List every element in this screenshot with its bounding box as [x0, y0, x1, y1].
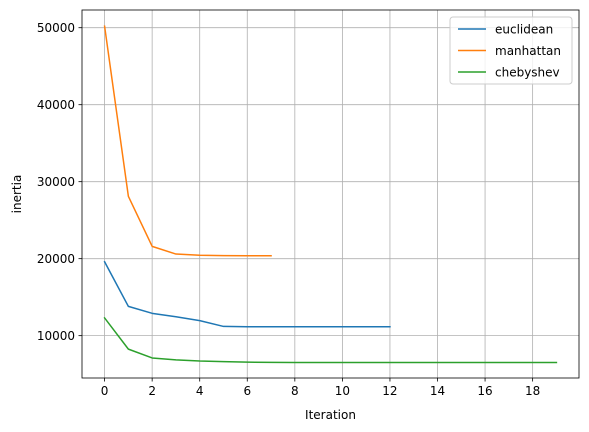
x-tick-label: 6	[243, 384, 251, 398]
y-tick-label: 10000	[37, 329, 75, 343]
legend-label-euclidean: euclidean	[495, 22, 553, 36]
y-axis-label: inertia	[10, 175, 24, 214]
x-tick-label: 16	[477, 384, 492, 398]
series-line-euclidean	[103, 260, 391, 328]
legend-label-manhattan: manhattan	[495, 44, 561, 58]
x-tick-label: 18	[525, 384, 540, 398]
x-axis-ticks: 0 2 4 6 8 10 12 14 16 18	[101, 378, 540, 398]
y-tick-label: 30000	[37, 175, 75, 189]
y-tick-label: 50000	[37, 21, 75, 35]
y-tick-label: 20000	[37, 252, 75, 266]
plot-frame	[81, 9, 580, 379]
y-tick-label: 40000	[37, 98, 75, 112]
grid	[82, 10, 579, 378]
series-line-chebyshev	[103, 316, 558, 364]
legend-frame	[449, 16, 573, 85]
x-tick-label: 14	[430, 384, 445, 398]
series-line-manhattan	[103, 25, 272, 257]
x-tick-label: 2	[148, 384, 156, 398]
x-axis-label: Iteration	[305, 408, 356, 422]
x-tick-label: 8	[291, 384, 299, 398]
x-tick-label: 4	[196, 384, 204, 398]
y-axis-ticks: 10000 20000 30000 40000 50000	[37, 21, 82, 343]
x-tick-label: 12	[382, 384, 397, 398]
x-tick-label: 0	[101, 384, 109, 398]
x-tick-label: 10	[335, 384, 350, 398]
series-layer	[103, 25, 558, 364]
legend: euclidean manhattan chebyshev	[449, 16, 573, 85]
legend-label-chebyshev: chebyshev	[495, 65, 560, 79]
